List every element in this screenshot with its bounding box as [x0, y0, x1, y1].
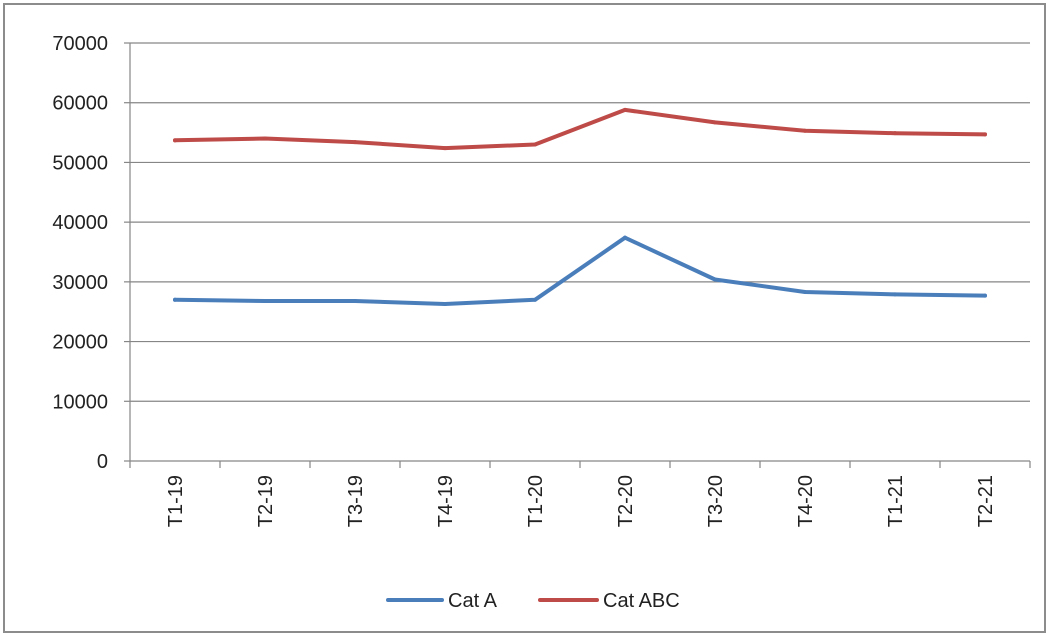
- data-point: [983, 132, 987, 137]
- x-tick-label: T2-21: [975, 475, 997, 527]
- data-point: [893, 292, 897, 297]
- y-tick-label: 40000: [52, 212, 108, 234]
- data-point: [263, 298, 267, 303]
- data-point: [533, 142, 537, 147]
- x-tick-label: T3-19: [345, 475, 367, 527]
- y-tick-label: 30000: [52, 272, 108, 294]
- data-point: [983, 293, 987, 298]
- series-lines: [173, 107, 987, 306]
- x-tick-label: T2-19: [255, 475, 277, 527]
- data-point: [713, 277, 717, 282]
- data-point: [623, 235, 627, 240]
- chart-frame: [3, 3, 1046, 633]
- x-tick-label: T3-20: [705, 475, 727, 527]
- data-point: [803, 290, 807, 295]
- y-tick-label: 60000: [52, 93, 108, 115]
- y-tick-label: 50000: [52, 152, 108, 174]
- data-point: [893, 131, 897, 136]
- gridlines: [130, 42, 1030, 402]
- y-tick-label: 10000: [52, 391, 108, 413]
- x-tick-label: T1-20: [525, 475, 547, 527]
- data-point: [803, 128, 807, 133]
- data-point: [713, 120, 717, 125]
- series-line-cat-a: [173, 235, 987, 306]
- y-tick-label: 20000: [52, 332, 108, 354]
- x-tick-label: T1-19: [165, 475, 187, 527]
- legend-label: Cat A: [448, 590, 498, 612]
- x-tick-label: T2-20: [615, 475, 637, 527]
- data-point: [353, 298, 357, 303]
- x-tick-labels: T1-19 T2-19 T3-19 T4-19 T1-20 T2-20 T3-20 T4-20…: [165, 475, 997, 527]
- axes: [124, 42, 1031, 468]
- legend: Cat A Cat ABC: [386, 590, 680, 612]
- data-point: [623, 107, 627, 112]
- x-tick-label: T1-21: [885, 475, 907, 527]
- x-tick-label: T4-19: [435, 475, 457, 527]
- data-point: [533, 297, 537, 302]
- data-point: [443, 146, 447, 151]
- x-tick-label: T4-20: [795, 475, 817, 527]
- y-tick-labels: 0 10000 20000 30000 40000 50000 60000 70000: [52, 33, 108, 473]
- data-point: [443, 301, 447, 306]
- data-point: [263, 136, 267, 141]
- series-line-cat-abc: [173, 107, 987, 151]
- legend-label: Cat ABC: [603, 590, 680, 612]
- data-point: [173, 138, 177, 143]
- data-point: [173, 297, 177, 302]
- data-point: [353, 140, 357, 145]
- y-tick-label: 70000: [52, 33, 108, 55]
- y-tick-label: 0: [97, 451, 108, 473]
